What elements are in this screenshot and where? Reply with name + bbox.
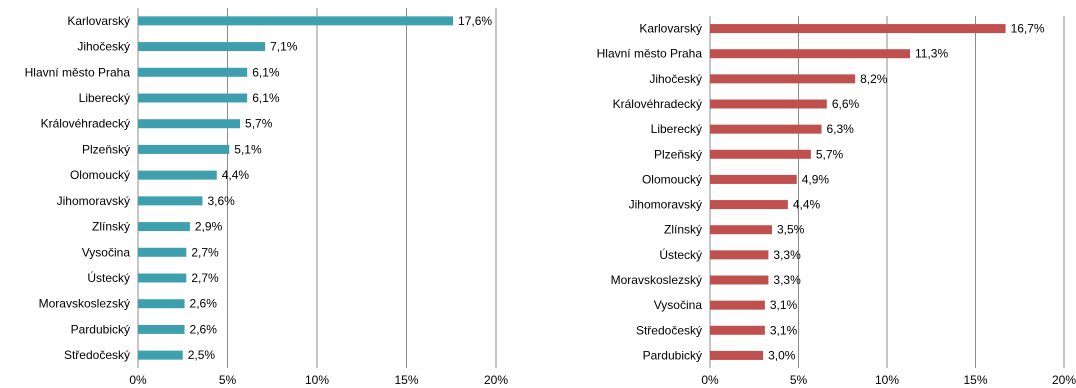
data-label: 3,1%: [770, 323, 798, 337]
bar: [710, 350, 764, 360]
bar: [710, 99, 827, 109]
bar: [710, 300, 765, 310]
bar: [710, 174, 797, 184]
category-label: Vysočina: [82, 245, 131, 259]
data-label: 2,9%: [195, 220, 223, 234]
category-label: Liberecký: [651, 122, 702, 136]
category-label: Vysočina: [654, 298, 703, 312]
data-label: 5,1%: [234, 142, 262, 156]
data-label: 8,2%: [860, 72, 888, 86]
data-label: 11,3%: [915, 47, 948, 61]
x-tick-label: 15%: [963, 373, 987, 387]
category-label: Zlínský: [664, 223, 702, 237]
category-label: Moravskoslezský: [611, 273, 702, 287]
category-label: Liberecký: [79, 91, 130, 105]
data-label: 17,6%: [458, 14, 492, 28]
bar: [710, 49, 911, 59]
x-tick-label: 15%: [394, 373, 418, 387]
data-label: 5,7%: [816, 147, 844, 161]
data-label: 3,6%: [207, 194, 235, 208]
data-label: 16,7%: [1011, 22, 1045, 36]
category-label: Pardubický: [71, 322, 130, 336]
category-label: Zlínský: [92, 220, 130, 234]
data-label: 3,3%: [773, 248, 801, 262]
bar: [138, 350, 183, 360]
bar: [138, 324, 185, 334]
bar: [710, 24, 1006, 34]
bar: [710, 149, 811, 159]
data-label: 6,3%: [827, 122, 855, 136]
category-label: Ústecký: [87, 270, 130, 285]
data-label: 3,1%: [770, 298, 798, 312]
bar: [138, 299, 185, 309]
category-label: Moravskoslezský: [39, 297, 130, 311]
category-label: Středočeský: [636, 323, 702, 337]
data-label: 2,7%: [191, 245, 219, 259]
bar: [710, 124, 822, 134]
bar: [710, 225, 772, 235]
data-label: 5,7%: [245, 117, 273, 131]
data-label: 3,0%: [768, 348, 796, 362]
bar: [710, 250, 769, 260]
category-label: Karlovarský: [67, 14, 130, 28]
x-tick-label: 10%: [305, 373, 329, 387]
category-label: Olomoucký: [70, 168, 130, 182]
category-label: Hlavní město Praha: [25, 65, 131, 79]
category-label: Karlovarský: [639, 22, 702, 36]
data-label: 6,6%: [832, 97, 860, 111]
data-label: 4,4%: [793, 198, 821, 212]
data-label: 2,7%: [191, 271, 219, 285]
bar: [710, 74, 856, 84]
data-label: 4,9%: [802, 172, 830, 186]
data-label: 3,3%: [773, 273, 801, 287]
bar: [138, 119, 241, 129]
x-tick-label: 20%: [1052, 373, 1076, 387]
data-label: 2,6%: [190, 297, 218, 311]
data-label: 6,1%: [252, 65, 280, 79]
category-label: Královéhradecký: [41, 117, 130, 131]
bar: [710, 275, 769, 285]
data-label: 2,6%: [190, 322, 218, 336]
data-label: 2,5%: [188, 348, 216, 362]
x-tick-label: 20%: [484, 373, 508, 387]
x-tick-label: 0%: [129, 373, 147, 387]
bar: [138, 42, 266, 52]
category-label: Královéhradecký: [613, 97, 702, 111]
data-label: 7,1%: [270, 40, 298, 54]
data-label: 4,4%: [222, 168, 250, 182]
category-label: Jihomoravský: [57, 194, 130, 208]
bar: [710, 200, 788, 210]
x-tick-label: 5%: [790, 373, 808, 387]
bar: [138, 273, 187, 283]
category-label: Hlavní město Praha: [597, 47, 703, 61]
bar: [138, 170, 217, 180]
bar: [138, 67, 248, 77]
category-label: Plzeňský: [82, 142, 130, 156]
data-label: 6,1%: [252, 91, 280, 105]
x-tick-label: 0%: [701, 373, 719, 387]
bar: [710, 325, 765, 335]
bar: [138, 144, 230, 154]
x-tick-label: 10%: [875, 373, 899, 387]
category-label: Plzeňský: [654, 147, 702, 161]
bar: [138, 16, 454, 26]
bar: [138, 93, 248, 103]
category-label: Ústecký: [659, 247, 702, 262]
category-label: Jihočeský: [77, 40, 130, 54]
category-label: Jihomoravský: [629, 198, 702, 212]
chart-2: 0% 5% 10% 15% 20% Karlovarský 16,7% Hlavní měst…: [597, 16, 1076, 387]
x-tick-label: 5%: [219, 373, 237, 387]
category-label: Olomoucký: [642, 172, 702, 186]
bar: [138, 247, 187, 257]
chart-1: 0% 5% 10% 15% 20% Karlovarský 17,6% Jihočeský 7,…: [25, 8, 508, 387]
data-label: 3,5%: [777, 223, 805, 237]
category-label: Středočeský: [64, 348, 130, 362]
category-label: Pardubický: [643, 348, 702, 362]
bar: [138, 196, 203, 206]
category-label: Jihočeský: [649, 72, 702, 86]
bar: [138, 222, 190, 232]
